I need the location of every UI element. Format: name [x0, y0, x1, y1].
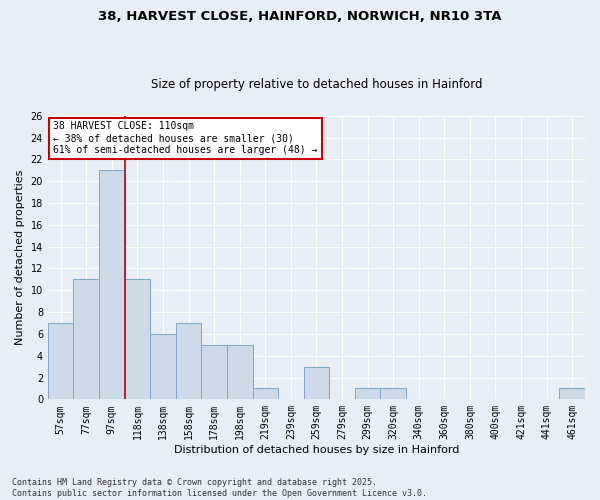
Title: Size of property relative to detached houses in Hainford: Size of property relative to detached ho…	[151, 78, 482, 91]
Bar	[99, 170, 125, 400]
Bar	[227, 345, 253, 400]
Text: 38 HARVEST CLOSE: 110sqm
← 38% of detached houses are smaller (30)
61% of semi-d: 38 HARVEST CLOSE: 110sqm ← 38% of detach…	[53, 122, 317, 154]
Bar	[48, 323, 73, 400]
Bar	[125, 280, 150, 400]
Bar	[73, 280, 99, 400]
Bar	[176, 323, 202, 400]
X-axis label: Distribution of detached houses by size in Hainford: Distribution of detached houses by size …	[174, 445, 459, 455]
Y-axis label: Number of detached properties: Number of detached properties	[15, 170, 25, 345]
Bar	[355, 388, 380, 400]
Bar	[202, 345, 227, 400]
Bar	[150, 334, 176, 400]
Bar	[559, 388, 585, 400]
Bar	[253, 388, 278, 400]
Text: 38, HARVEST CLOSE, HAINFORD, NORWICH, NR10 3TA: 38, HARVEST CLOSE, HAINFORD, NORWICH, NR…	[98, 10, 502, 23]
Bar	[380, 388, 406, 400]
Bar	[304, 366, 329, 400]
Text: Contains HM Land Registry data © Crown copyright and database right 2025.
Contai: Contains HM Land Registry data © Crown c…	[12, 478, 427, 498]
